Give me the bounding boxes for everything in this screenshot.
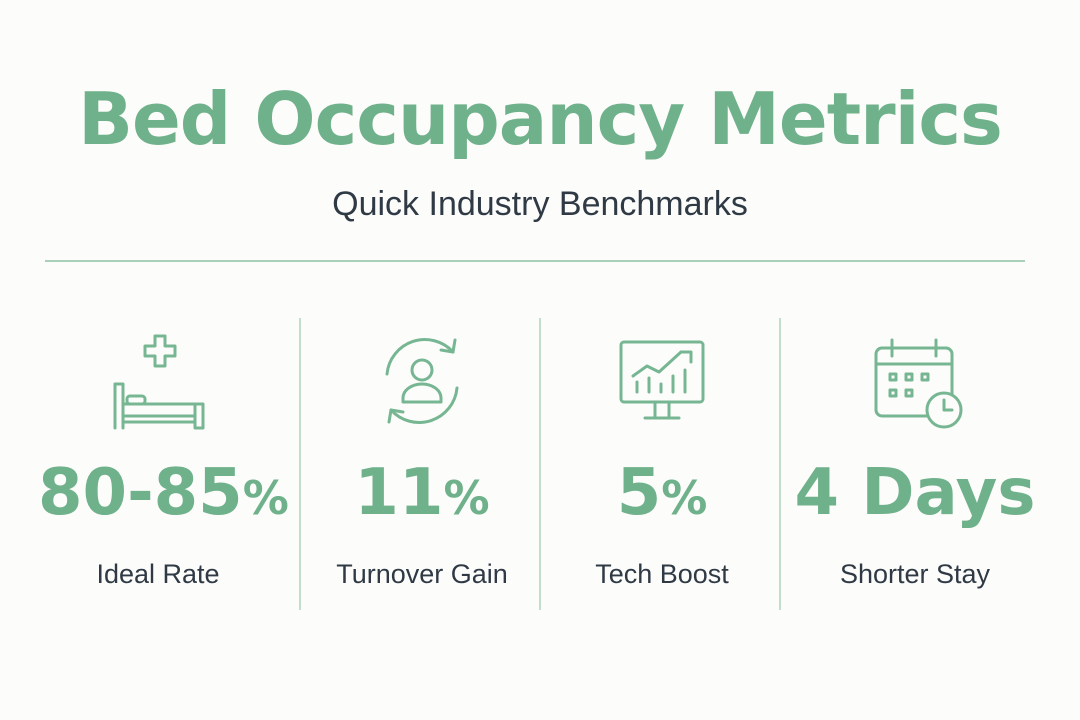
metric-tech-boost: 5% Tech Boost	[542, 318, 782, 610]
hospital-bed-icon	[103, 326, 213, 436]
column-divider	[299, 318, 301, 610]
column-divider	[779, 318, 781, 610]
monitor-chart-icon	[607, 326, 717, 436]
column-divider	[539, 318, 541, 610]
page-subtitle: Quick Industry Benchmarks	[332, 185, 748, 223]
metric-value: 4 Days	[794, 456, 1036, 530]
metric-label: Tech Boost	[595, 559, 729, 589]
metric-value: 80-85%	[38, 456, 289, 530]
patient-turnover-icon	[367, 326, 477, 436]
metric-value: 11%	[354, 456, 490, 530]
calendar-clock-icon	[860, 326, 970, 436]
metric-shorter-stay: 4 Days Shorter Stay	[790, 318, 1040, 610]
header-divider	[45, 260, 1025, 262]
metric-value: 5%	[616, 456, 708, 530]
metric-ideal-rate: 80-85% Ideal Rate	[38, 318, 289, 610]
metric-label: Turnover Gain	[336, 559, 508, 589]
metric-label: Ideal Rate	[96, 559, 220, 589]
metric-turnover-gain: 11% Turnover Gain	[302, 318, 542, 610]
metric-label: Shorter Stay	[839, 559, 991, 589]
page-title: Bed Occupancy Metrics	[78, 77, 1003, 161]
